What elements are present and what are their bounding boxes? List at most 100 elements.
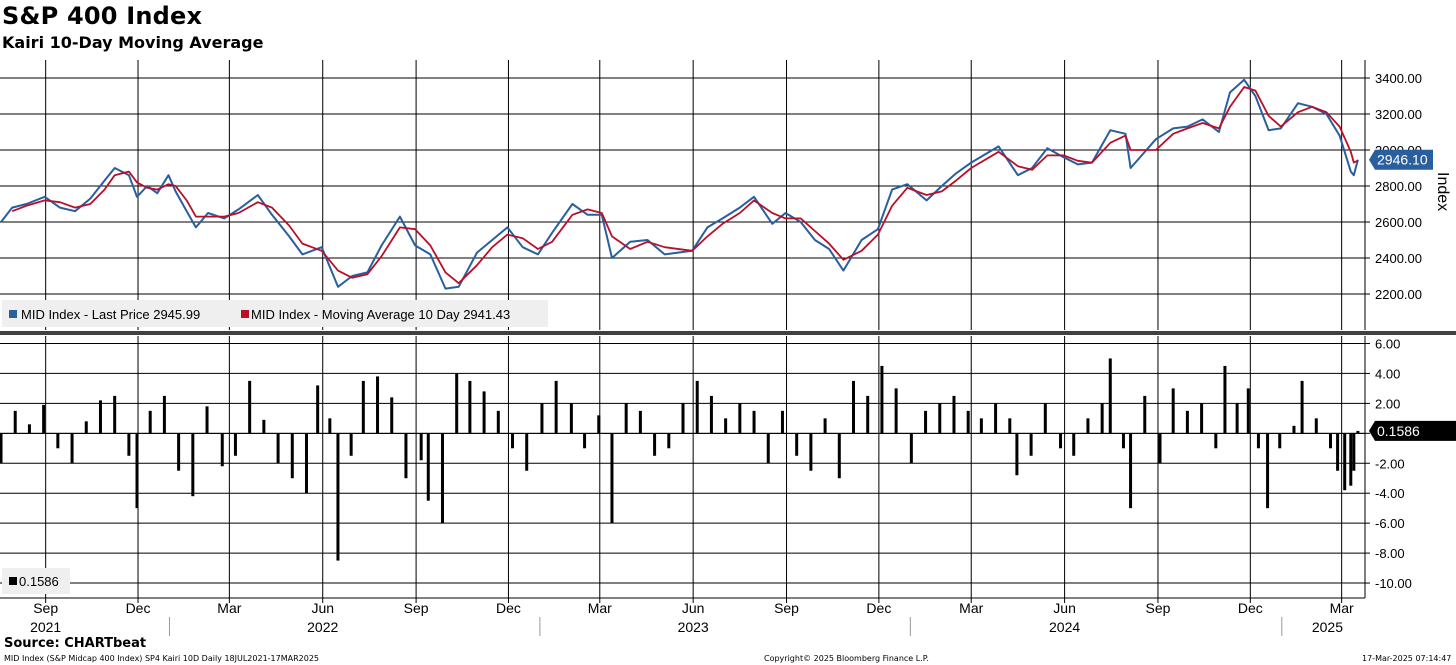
kairi-bar: [1352, 433, 1356, 471]
kairi-bar: [1108, 358, 1112, 434]
price-value-label: 2946.10: [1377, 152, 1428, 168]
series-description: MID Index (S&P Midcap 400 Index) SP4 Kai…: [4, 654, 320, 663]
kairi-bar: [328, 418, 332, 434]
kairi-bar: [276, 433, 280, 464]
x-month-label: Jun: [1053, 600, 1076, 616]
kairi-bar: [638, 410, 642, 434]
price-ylabel: Index: [1434, 172, 1451, 211]
kairi-bar: [361, 380, 365, 434]
price-line: [0, 78, 1359, 290]
kairi-bar: [1314, 418, 1318, 434]
kairi-bar: [866, 395, 870, 434]
kairi-bar: [1171, 388, 1175, 434]
kairi-bar: [709, 395, 713, 434]
kairi-ytick-label: -6.00: [1375, 516, 1405, 531]
panel-separator: [0, 331, 1456, 335]
kairi-bar: [27, 424, 31, 434]
kairi-bar: [752, 410, 756, 434]
kairi-bar: [13, 410, 17, 434]
kairi-bar: [525, 433, 529, 471]
kairi-bar: [823, 418, 827, 434]
kairi-bar: [624, 403, 628, 434]
kairi-bar: [390, 397, 394, 434]
kairi-bar: [205, 406, 209, 434]
kairi-bar: [220, 433, 224, 467]
kairi-bar: [1343, 433, 1347, 491]
kairi-bar: [1336, 433, 1340, 471]
price-ytick-label: 2200.00: [1375, 287, 1422, 302]
kairi-bar: [554, 380, 558, 434]
kairi-bar: [1300, 380, 1304, 434]
kairi-bar: [1059, 433, 1063, 449]
legend-label-price: MID Index - Last Price 2945.99: [21, 307, 200, 322]
kairi-bar: [1200, 403, 1204, 434]
kairi-bar: [1121, 433, 1125, 449]
legend-swatch-price: [9, 310, 17, 318]
kairi-bar: [440, 433, 444, 524]
kairi-bar: [496, 410, 500, 434]
x-month-label: Dec: [496, 600, 521, 616]
kairi-bar: [290, 433, 294, 479]
kairi-bar: [924, 410, 928, 434]
kairi-bar: [1100, 403, 1104, 434]
kairi-bar: [724, 418, 728, 434]
kairi-bar: [511, 433, 515, 449]
price-ytick-label: 3400.00: [1375, 71, 1422, 86]
price-legend-box: [2, 300, 548, 327]
kairi-bar: [994, 403, 998, 434]
x-year-label: 2025: [1312, 619, 1343, 635]
kairi-bar: [468, 380, 472, 434]
kairi-bar: [316, 385, 320, 434]
kairi-bar: [98, 400, 102, 434]
x-month-label: Mar: [588, 600, 612, 616]
kairi-ytick-label: 2.00: [1375, 396, 1400, 411]
kairi-bar: [837, 433, 841, 479]
kairi-bar: [597, 415, 601, 434]
copyright-note: Copyright© 2025 Bloomberg Finance L.P.: [764, 654, 929, 663]
chart-title: S&P 400 Index: [2, 2, 203, 30]
kairi-bar: [569, 403, 573, 434]
price-ytick-label: 3200.00: [1375, 107, 1422, 122]
kairi-bar: [766, 433, 770, 464]
kairi-bar: [1356, 430, 1360, 434]
kairi-bar: [610, 433, 614, 524]
source-note: Source: CHARTbeat: [4, 636, 147, 651]
kairi-bar: [780, 410, 784, 434]
kairi-bar: [426, 433, 430, 501]
legend-swatch-kairi: [9, 577, 17, 585]
x-month-label: Mar: [217, 600, 241, 616]
kairi-bar: [1235, 403, 1239, 434]
kairi-bar: [540, 403, 544, 434]
kairi-bar: [262, 419, 266, 434]
kairi-bar: [979, 418, 983, 434]
kairi-bar: [376, 376, 380, 434]
x-month-label: Dec: [126, 600, 151, 616]
legend-label-kairi: 0.1586: [19, 574, 59, 589]
kairi-bar: [248, 380, 252, 434]
kairi-ytick-label: -4.00: [1375, 486, 1405, 501]
kairi-bar: [1129, 433, 1133, 509]
timestamp: 17-Mar-2025 07:14:47: [1362, 654, 1452, 663]
kairi-bar: [681, 403, 685, 434]
kairi-bar: [1328, 433, 1332, 449]
legend-label-ma: MID Index - Moving Average 10 Day 2941.4…: [251, 307, 510, 322]
kairi-bar: [909, 433, 913, 464]
kairi-bar: [1143, 395, 1147, 434]
kairi-bar: [482, 391, 486, 434]
kairi-bar: [148, 410, 152, 434]
kairi-bar: [966, 410, 970, 434]
kairi-ytick-label: 6.00: [1375, 336, 1400, 351]
x-month-label: Sep: [33, 600, 58, 616]
x-month-label: Jun: [311, 600, 334, 616]
x-month-label: Mar: [1330, 600, 1354, 616]
legend-swatch-ma: [241, 310, 249, 318]
kairi-bar: [1185, 410, 1189, 434]
kairi-bar: [952, 395, 956, 434]
x-month-label: Sep: [1146, 600, 1171, 616]
x-month-label: Mar: [959, 600, 983, 616]
kairi-bar: [795, 433, 799, 456]
x-year-label: 2024: [1049, 619, 1080, 635]
x-month-label: Jun: [682, 600, 705, 616]
kairi-bar: [1029, 433, 1033, 456]
kairi-bar: [304, 433, 308, 494]
